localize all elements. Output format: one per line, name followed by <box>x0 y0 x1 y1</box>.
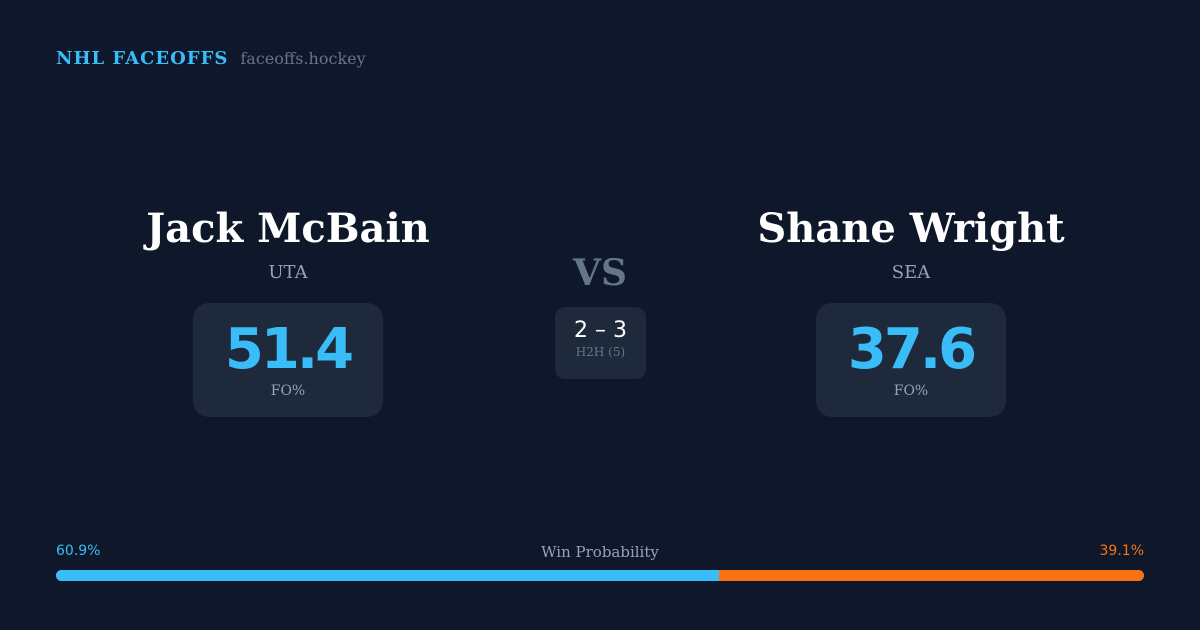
player-team: SEA <box>891 262 931 283</box>
player-name: Jack McBain <box>146 205 430 252</box>
win-prob-bar-right <box>718 570 1144 581</box>
fo-value: 37.6 <box>847 317 977 382</box>
fo-card: 51.4 FO% <box>192 303 384 417</box>
h2h-score: 2 – 3 <box>574 318 627 343</box>
fo-value: 51.4 <box>224 317 354 382</box>
vs-label: VS <box>573 252 627 294</box>
fo-label: FO% <box>893 383 929 399</box>
win-prob-left: 60.9% <box>56 543 101 559</box>
win-prob-label: Win Probability <box>541 543 659 561</box>
win-prob-bar-left <box>56 570 719 581</box>
brand-url: faceoffs.hockey <box>240 49 366 68</box>
fo-label: FO% <box>270 383 306 399</box>
win-prob-bar <box>56 570 1144 581</box>
brand: NHL FACEOFFS faceoffs.hockey <box>56 48 366 69</box>
h2h-label: H2H (5) <box>575 345 626 359</box>
player-name: Shane Wright <box>757 205 1065 252</box>
fo-card: 37.6 FO% <box>815 303 1007 417</box>
left-player: Jack McBain UTA 51.4 FO% <box>78 205 498 417</box>
h2h-card: 2 – 3 H2H (5) <box>555 307 646 379</box>
right-player: Shane Wright SEA 37.6 FO% <box>701 205 1121 417</box>
win-prob-right: 39.1% <box>1099 543 1144 559</box>
player-team: UTA <box>268 262 308 283</box>
brand-title: NHL FACEOFFS <box>56 48 229 69</box>
